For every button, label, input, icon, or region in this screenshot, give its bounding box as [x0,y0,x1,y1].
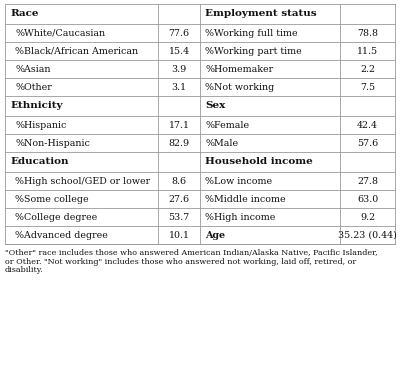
Text: 17.1: 17.1 [168,121,190,129]
Text: 9.2: 9.2 [360,213,375,221]
Text: %White/Caucasian: %White/Caucasian [15,29,105,37]
Text: Age: Age [205,230,225,240]
Text: Household income: Household income [205,158,313,167]
Text: 35.23 (0.44): 35.23 (0.44) [338,230,397,240]
Text: 7.5: 7.5 [360,82,375,92]
Text: "Other" race includes those who answered American Indian/Alaska Native, Pacific : "Other" race includes those who answered… [5,249,378,257]
Text: 10.1: 10.1 [168,230,190,240]
Text: %Male: %Male [205,138,238,148]
Text: 77.6: 77.6 [168,29,190,37]
Text: Education: Education [10,158,68,167]
Text: %High school/GED or lower: %High school/GED or lower [15,177,150,186]
Text: Sex: Sex [205,102,225,111]
Text: Race: Race [10,10,38,19]
Text: 27.6: 27.6 [168,194,190,204]
Text: 3.9: 3.9 [171,65,187,73]
Text: %Middle income: %Middle income [205,194,286,204]
Text: %Asian: %Asian [15,65,50,73]
Text: 11.5: 11.5 [357,46,378,56]
Text: 63.0: 63.0 [357,194,378,204]
Text: 78.8: 78.8 [357,29,378,37]
Text: 82.9: 82.9 [168,138,190,148]
Text: %Advanced degree: %Advanced degree [15,230,108,240]
Text: disability.: disability. [5,266,44,274]
Text: %Some college: %Some college [15,194,89,204]
Text: %High income: %High income [205,213,275,221]
Text: 3.1: 3.1 [172,82,186,92]
Text: Employment status: Employment status [205,10,317,19]
Text: %Low income: %Low income [205,177,272,186]
Text: 8.6: 8.6 [172,177,186,186]
Text: 57.6: 57.6 [357,138,378,148]
Text: 27.8: 27.8 [357,177,378,186]
Text: 53.7: 53.7 [168,213,190,221]
Text: %Working part time: %Working part time [205,46,302,56]
Text: %College degree: %College degree [15,213,97,221]
Text: 15.4: 15.4 [168,46,190,56]
Text: %Non-Hispanic: %Non-Hispanic [15,138,90,148]
Text: %Female: %Female [205,121,249,129]
Text: %Not working: %Not working [205,82,274,92]
Text: Ethnicity: Ethnicity [10,102,62,111]
Text: %Working full time: %Working full time [205,29,298,37]
Text: or Other. "Not working" includes those who answered not working, laid off, retir: or Other. "Not working" includes those w… [5,257,356,266]
Text: %Homemaker: %Homemaker [205,65,273,73]
Text: %Hispanic: %Hispanic [15,121,66,129]
Text: %Black/African American: %Black/African American [15,46,138,56]
Text: %Other: %Other [15,82,52,92]
Text: 42.4: 42.4 [357,121,378,129]
Text: 2.2: 2.2 [360,65,375,73]
